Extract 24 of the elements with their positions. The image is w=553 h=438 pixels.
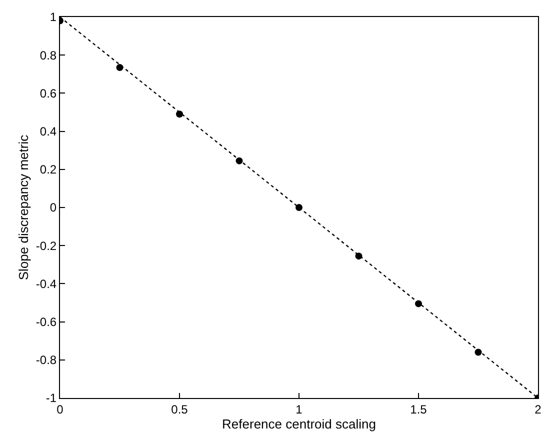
point: [415, 300, 422, 308]
x-axis-title: Reference centroid scaling: [222, 416, 376, 432]
point: [355, 252, 362, 260]
point: [116, 64, 124, 71]
y-tick-label: -0.8: [36, 353, 57, 368]
point: [296, 204, 302, 211]
x-tick-label: 0.5: [171, 402, 188, 416]
y-tick-label: -0.6: [36, 315, 57, 329]
y-tick-label: -0.2: [36, 238, 57, 253]
y-tick-label: -1: [46, 391, 57, 406]
y-tick-label: 0.8: [40, 48, 57, 62]
y-axis-title: Slope discrepancy metric: [16, 134, 31, 280]
y-tick-label: 0.2: [40, 162, 57, 177]
y-tick-label: -0.4: [36, 276, 57, 291]
y-tick-label: 0: [50, 200, 57, 215]
y-tick-label: 0.6: [40, 86, 57, 100]
x-tick-label: 1: [296, 402, 303, 416]
x-tick-label: 2: [534, 402, 542, 416]
point: [236, 157, 243, 164]
y-tick-label: 0.4: [40, 124, 57, 138]
x-tick-label: 1.5: [410, 402, 428, 416]
y-tick-label: 1: [50, 10, 57, 24]
point: [176, 110, 183, 118]
point: [474, 348, 482, 356]
